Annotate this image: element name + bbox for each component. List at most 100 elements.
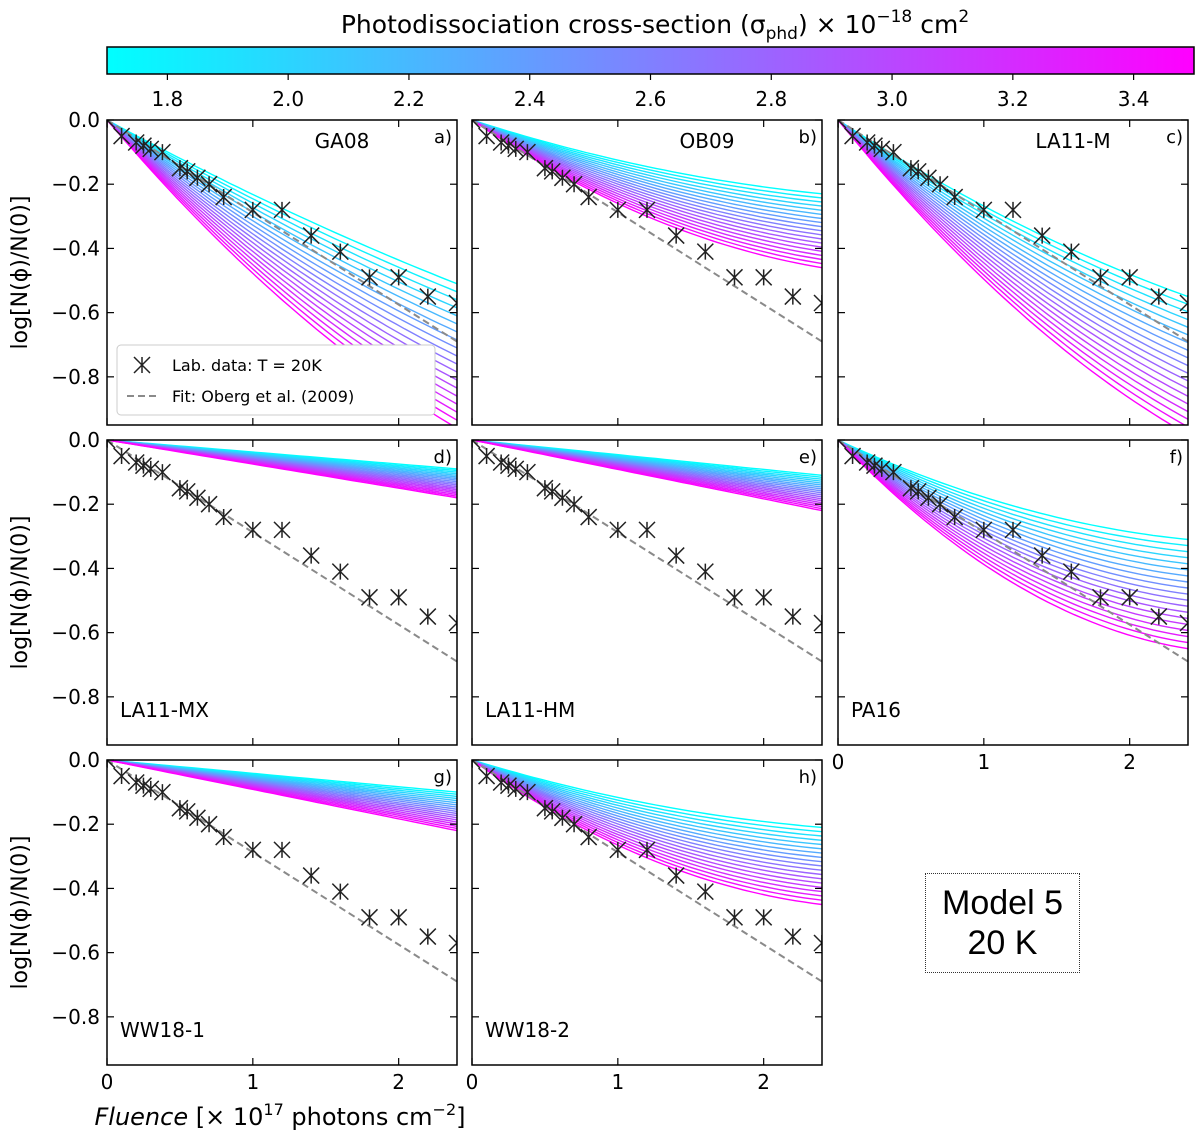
panel-tag: b) xyxy=(799,127,817,148)
lab-data-point xyxy=(244,841,262,859)
x-tick-label: 2 xyxy=(392,1070,405,1094)
lab-data-point xyxy=(565,495,583,513)
model-curve-sigma-2.1 xyxy=(107,120,457,317)
panel-plot-area xyxy=(472,440,822,663)
panel-pa16: 0 1 2 PA16 f) xyxy=(832,439,1189,774)
fit-line xyxy=(472,120,822,343)
panel-plot-area xyxy=(472,760,822,983)
legend: Lab. data: T = 20K Fit: Oberg et al. (200… xyxy=(116,344,436,416)
legend-marker-icon xyxy=(133,356,151,374)
lab-data-point xyxy=(1033,227,1051,245)
lab-data-point xyxy=(1062,563,1080,581)
model-curve-sigma-2.7 xyxy=(838,120,1188,374)
lab-data-point xyxy=(667,227,685,245)
lab-data-point xyxy=(609,201,627,219)
colorbar-tick-label: 2.0 xyxy=(272,87,304,111)
y-axis-label: log[N(ϕ)/N(0)] xyxy=(8,196,33,350)
panel-ww18-1: 0.0 −0.2 −0.4 −0.6 −0.8 0 1 2 WW18-1 g) xyxy=(51,748,458,1094)
panel-name: LA11-M xyxy=(1035,129,1110,153)
lab-data-point xyxy=(667,867,685,885)
model-curve-sigma-1.9 xyxy=(472,760,822,837)
model-curve-sigma-3 xyxy=(838,120,1188,397)
lab-data-point xyxy=(696,243,714,261)
panel-plot-area xyxy=(107,440,457,663)
lab-data-point xyxy=(638,201,656,219)
lab-data-point xyxy=(784,608,802,626)
model-curve-sigma-2 xyxy=(838,120,1188,321)
lab-data-point xyxy=(448,294,457,312)
lab-data-point xyxy=(725,268,744,286)
colorbar-tick-label: 2.4 xyxy=(514,87,546,111)
lab-data-point xyxy=(844,447,862,465)
lab-data-point xyxy=(813,614,822,632)
model-curve-sigma-2.6 xyxy=(838,120,1188,367)
y-tick-label: −0.6 xyxy=(51,301,100,325)
colorbar-tick-label: 1.8 xyxy=(151,87,183,111)
lab-data-point xyxy=(390,908,408,926)
panel-name: WW18-2 xyxy=(485,1018,570,1042)
model-curve-sigma-3.5 xyxy=(838,120,1173,425)
x-tick-label: 0 xyxy=(466,1070,479,1094)
colorbar-tick-label: 2.6 xyxy=(635,87,667,111)
panel-plot-area xyxy=(838,120,1188,425)
lab-data-point xyxy=(390,588,408,606)
lab-data-point xyxy=(667,547,685,565)
panel-frame xyxy=(471,439,823,746)
lab-data-point xyxy=(696,563,714,581)
lab-data-point xyxy=(107,120,116,129)
lab-data-point xyxy=(472,440,481,449)
lab-data-point xyxy=(553,169,571,187)
model-curve-sigma-2.6 xyxy=(472,760,822,867)
panel-la11-mx: 0.0 −0.2 −0.4 −0.6 −0.8 LA11-MX d) xyxy=(51,428,458,746)
lab-data-point xyxy=(478,447,496,465)
model-curve-sigma-2 xyxy=(472,760,822,841)
x-tick-label: 0 xyxy=(832,750,845,774)
fit-line xyxy=(838,120,1188,343)
colorbar-tick-label: 3.2 xyxy=(997,87,1029,111)
model-curve-sigma-2.2 xyxy=(472,760,822,850)
panel-name: LA11-HM xyxy=(485,698,575,722)
lab-data-point xyxy=(784,928,802,946)
legend-fit-label: Fit: Oberg et al. (2009) xyxy=(172,387,354,406)
y-tick-label: 0.0 xyxy=(68,108,100,132)
model-curve-sigma-3.5 xyxy=(472,760,822,906)
fit-line xyxy=(107,120,457,343)
model-label-box: Model 5 20 K xyxy=(925,873,1080,973)
lab-data-point xyxy=(784,288,802,306)
lab-data-point xyxy=(107,760,116,769)
lab-data-point xyxy=(107,440,116,449)
panel-tag: d) xyxy=(434,447,452,468)
lab-data-point xyxy=(215,508,233,526)
lab-data-point xyxy=(273,841,291,859)
lab-data-point xyxy=(360,268,379,286)
lab-data-point xyxy=(178,482,196,500)
lab-data-point xyxy=(188,489,206,507)
model-curve-sigma-3.1 xyxy=(838,120,1188,405)
lab-data-point xyxy=(553,809,571,827)
lab-data-point xyxy=(975,521,993,539)
lab-data-point xyxy=(1091,268,1110,286)
lab-data-point xyxy=(931,175,949,193)
model-curve-sigma-2.9 xyxy=(838,120,1188,390)
lab-data-point xyxy=(638,521,656,539)
lab-data-point xyxy=(200,495,218,513)
lab-data-point xyxy=(153,783,171,801)
model-curve-sigma-3.4 xyxy=(838,440,1188,644)
model-curve-sigma-2.6 xyxy=(107,120,457,357)
lab-data-point xyxy=(188,169,206,187)
lab-data-point xyxy=(244,521,262,539)
lab-data-point xyxy=(200,815,218,833)
model-curve-sigma-2.6 xyxy=(472,120,822,232)
panel-tag: c) xyxy=(1166,127,1183,148)
lab-data-point xyxy=(543,162,561,180)
model-curve-sigma-2.2 xyxy=(838,120,1188,336)
model-curve-sigma-2.1 xyxy=(472,120,822,211)
y-axis-label: log[N(ϕ)/N(0)] xyxy=(8,836,33,990)
lab-data-point xyxy=(873,460,891,478)
lab-data-point xyxy=(565,175,583,193)
panel-la11-hm: LA11-HM e) xyxy=(471,439,823,746)
colorbar-title: Photodissociation cross-section (σphd) ×… xyxy=(341,7,969,44)
lab-data-point xyxy=(1062,243,1080,261)
lab-data-point xyxy=(215,828,233,846)
